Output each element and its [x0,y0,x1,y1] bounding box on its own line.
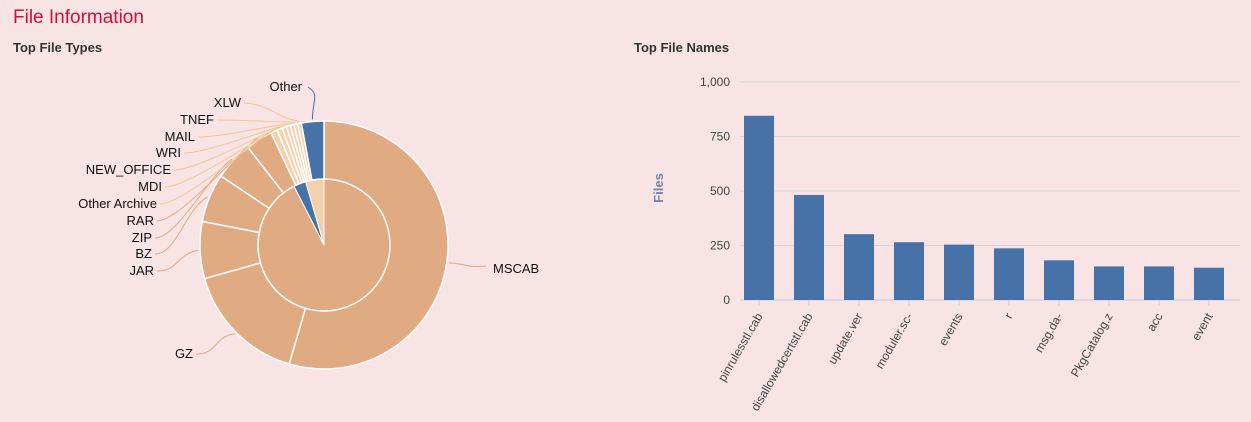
bar-acc[interactable] [1144,266,1174,300]
slice-label-other-archive: Other Archive [78,196,157,211]
bar-chart-ticks: 02505007501,000pinrulesstl.cabdisallowed… [700,75,1216,413]
slice-label-other: Other [269,79,302,94]
outer-slice-other[interactable] [300,120,325,181]
bar-moduler-sc[interactable] [894,242,924,300]
bar-msg-da[interactable] [1044,260,1074,300]
leader-line [448,262,487,267]
slice-label-new-office: NEW_OFFICE [86,162,172,177]
leader-line [156,249,199,272]
slice-label-bz: BZ [135,246,152,261]
y-tick-label: 250 [710,239,730,253]
leader-line [307,86,316,120]
leader-line [243,102,300,122]
leader-line [183,123,288,154]
bar-pkgcatalog-z[interactable] [1094,266,1124,300]
top-file-types-title: Top File Types [13,40,103,55]
leader-line [154,158,233,239]
slice-label-rar: RAR [127,213,154,228]
bar-update-ver[interactable] [844,234,874,300]
bar-event[interactable] [1194,267,1224,300]
bar-disallowedcertstl-cab[interactable] [794,194,824,300]
x-tick-label: events [936,311,966,349]
leader-line [154,196,208,255]
slice-label-mail: MAIL [165,129,195,144]
leader-line [173,125,284,171]
y-tick-label: 0 [723,293,730,307]
slice-label-wri: WRI [156,145,181,160]
page-title: File Information [13,7,144,28]
x-tick-label: acc [1144,311,1165,334]
slice-label-tnef: TNEF [180,112,214,127]
top-file-names-title: Top File Names [634,40,730,55]
leader-line [164,126,280,188]
x-tick-label: msg.da- [1032,311,1066,356]
sunburst-outer-ring [199,120,449,370]
leader-line [195,333,235,355]
leader-line [197,122,292,138]
y-axis-label: Files [651,173,666,203]
y-tick-label: 750 [710,130,730,144]
x-tick-label: pinrulesstl.cab [715,310,766,384]
x-tick-label: event [1189,310,1216,343]
bar-chart-bars [744,115,1224,300]
bar-r[interactable] [994,248,1024,300]
x-tick-label: r [1001,311,1015,321]
slice-label-jar: JAR [129,263,154,278]
y-tick-label: 1,000 [700,75,730,89]
bar-pinrulesstl-cab[interactable] [744,115,774,300]
x-tick-label: moduler.sc- [872,311,915,372]
bar-events[interactable] [944,244,974,300]
slice-label-mdi: MDI [138,179,162,194]
x-tick-label: update.ver [825,311,865,367]
leader-line [216,119,296,123]
slice-label-mscab: MSCAB [493,261,539,276]
outer-slice-mscab[interactable] [288,120,449,370]
slice-label-xlw: XLW [214,95,242,110]
x-tick-label: PkgCatalog.z [1068,311,1116,380]
slice-label-gz: GZ [175,346,193,361]
y-tick-label: 500 [710,184,730,198]
slice-label-zip: ZIP [132,230,152,245]
